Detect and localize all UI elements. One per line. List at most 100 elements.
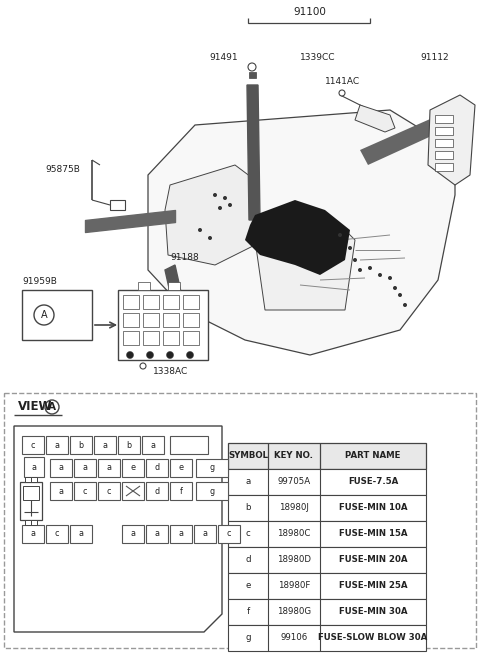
Bar xyxy=(123,331,139,345)
Text: FUSE-7.5A: FUSE-7.5A xyxy=(348,477,398,487)
Bar xyxy=(122,482,144,500)
Bar xyxy=(435,163,453,171)
Circle shape xyxy=(228,203,232,207)
Bar xyxy=(31,520,37,525)
Polygon shape xyxy=(247,85,260,220)
Bar xyxy=(122,525,144,543)
Circle shape xyxy=(388,276,392,280)
Bar xyxy=(142,436,164,454)
Text: a: a xyxy=(83,464,87,472)
Text: a: a xyxy=(131,529,135,538)
Text: 91112: 91112 xyxy=(420,52,449,62)
Bar xyxy=(196,459,228,477)
Text: 1338AC: 1338AC xyxy=(153,367,188,377)
Bar xyxy=(228,521,426,547)
Text: a: a xyxy=(179,529,183,538)
Circle shape xyxy=(127,352,133,358)
Bar xyxy=(143,313,159,327)
Text: FUSE-MIN 30A: FUSE-MIN 30A xyxy=(339,607,407,616)
Bar xyxy=(183,331,199,345)
Bar xyxy=(25,520,31,525)
Circle shape xyxy=(213,193,217,197)
Bar xyxy=(98,482,120,500)
Text: 99106: 99106 xyxy=(280,633,308,643)
Text: 91491: 91491 xyxy=(209,52,238,62)
Text: g: g xyxy=(245,633,251,643)
Text: a: a xyxy=(155,529,159,538)
Bar xyxy=(435,127,453,135)
Circle shape xyxy=(34,305,54,325)
Text: 91188: 91188 xyxy=(170,252,199,261)
Text: 18980C: 18980C xyxy=(277,529,311,538)
Text: FUSE-SLOW BLOW 30A: FUSE-SLOW BLOW 30A xyxy=(318,633,428,643)
Bar xyxy=(163,295,179,309)
Polygon shape xyxy=(245,200,350,275)
Text: a: a xyxy=(103,441,108,449)
Text: c: c xyxy=(246,529,251,538)
Bar xyxy=(22,290,92,340)
Text: a: a xyxy=(151,441,156,449)
Bar xyxy=(4,393,476,648)
Text: 99705A: 99705A xyxy=(277,477,311,487)
Circle shape xyxy=(338,233,342,237)
Text: a: a xyxy=(31,529,36,538)
Text: 91100: 91100 xyxy=(294,7,326,17)
Text: SYMBOL: SYMBOL xyxy=(228,451,268,460)
Bar xyxy=(183,295,199,309)
Bar xyxy=(46,436,68,454)
Circle shape xyxy=(398,293,402,297)
Text: b: b xyxy=(126,441,132,449)
Bar xyxy=(70,436,92,454)
Circle shape xyxy=(348,246,352,250)
Bar xyxy=(46,525,68,543)
Bar xyxy=(163,331,179,345)
Circle shape xyxy=(218,206,222,210)
Bar xyxy=(138,282,150,290)
Circle shape xyxy=(187,352,193,358)
Circle shape xyxy=(378,273,382,277)
Text: a: a xyxy=(55,441,60,449)
Text: e: e xyxy=(131,464,135,472)
Circle shape xyxy=(45,400,59,414)
Text: f: f xyxy=(246,607,250,616)
Text: c: c xyxy=(83,487,87,495)
Circle shape xyxy=(248,63,256,71)
Bar xyxy=(146,459,168,477)
Bar xyxy=(24,457,44,477)
Bar xyxy=(228,573,426,599)
Bar xyxy=(94,436,116,454)
Bar xyxy=(249,72,256,78)
Circle shape xyxy=(339,90,345,96)
Bar xyxy=(143,331,159,345)
Bar xyxy=(228,547,426,573)
Text: PART NAME: PART NAME xyxy=(345,451,401,460)
Text: a: a xyxy=(203,529,207,538)
Polygon shape xyxy=(255,220,355,310)
Text: c: c xyxy=(227,529,231,538)
Bar xyxy=(168,282,180,290)
Bar xyxy=(122,459,144,477)
Bar xyxy=(22,436,44,454)
Text: FUSE-MIN 15A: FUSE-MIN 15A xyxy=(339,529,407,538)
Polygon shape xyxy=(148,110,455,355)
Text: d: d xyxy=(155,487,159,495)
Text: e: e xyxy=(245,582,251,591)
Bar xyxy=(74,482,96,500)
Text: a: a xyxy=(59,464,63,472)
Text: FUSE-MIN 25A: FUSE-MIN 25A xyxy=(339,582,407,591)
Bar xyxy=(98,459,120,477)
Polygon shape xyxy=(165,165,255,265)
Bar xyxy=(183,313,199,327)
Text: e: e xyxy=(179,464,183,472)
Bar xyxy=(435,115,453,123)
Bar xyxy=(170,436,208,454)
Text: f: f xyxy=(180,487,182,495)
Bar xyxy=(228,625,426,651)
Circle shape xyxy=(146,352,154,358)
Bar xyxy=(218,525,240,543)
Text: 95875B: 95875B xyxy=(45,166,80,174)
Text: a: a xyxy=(245,477,251,487)
Bar xyxy=(435,151,453,159)
Polygon shape xyxy=(355,105,395,132)
Text: a: a xyxy=(59,487,63,495)
